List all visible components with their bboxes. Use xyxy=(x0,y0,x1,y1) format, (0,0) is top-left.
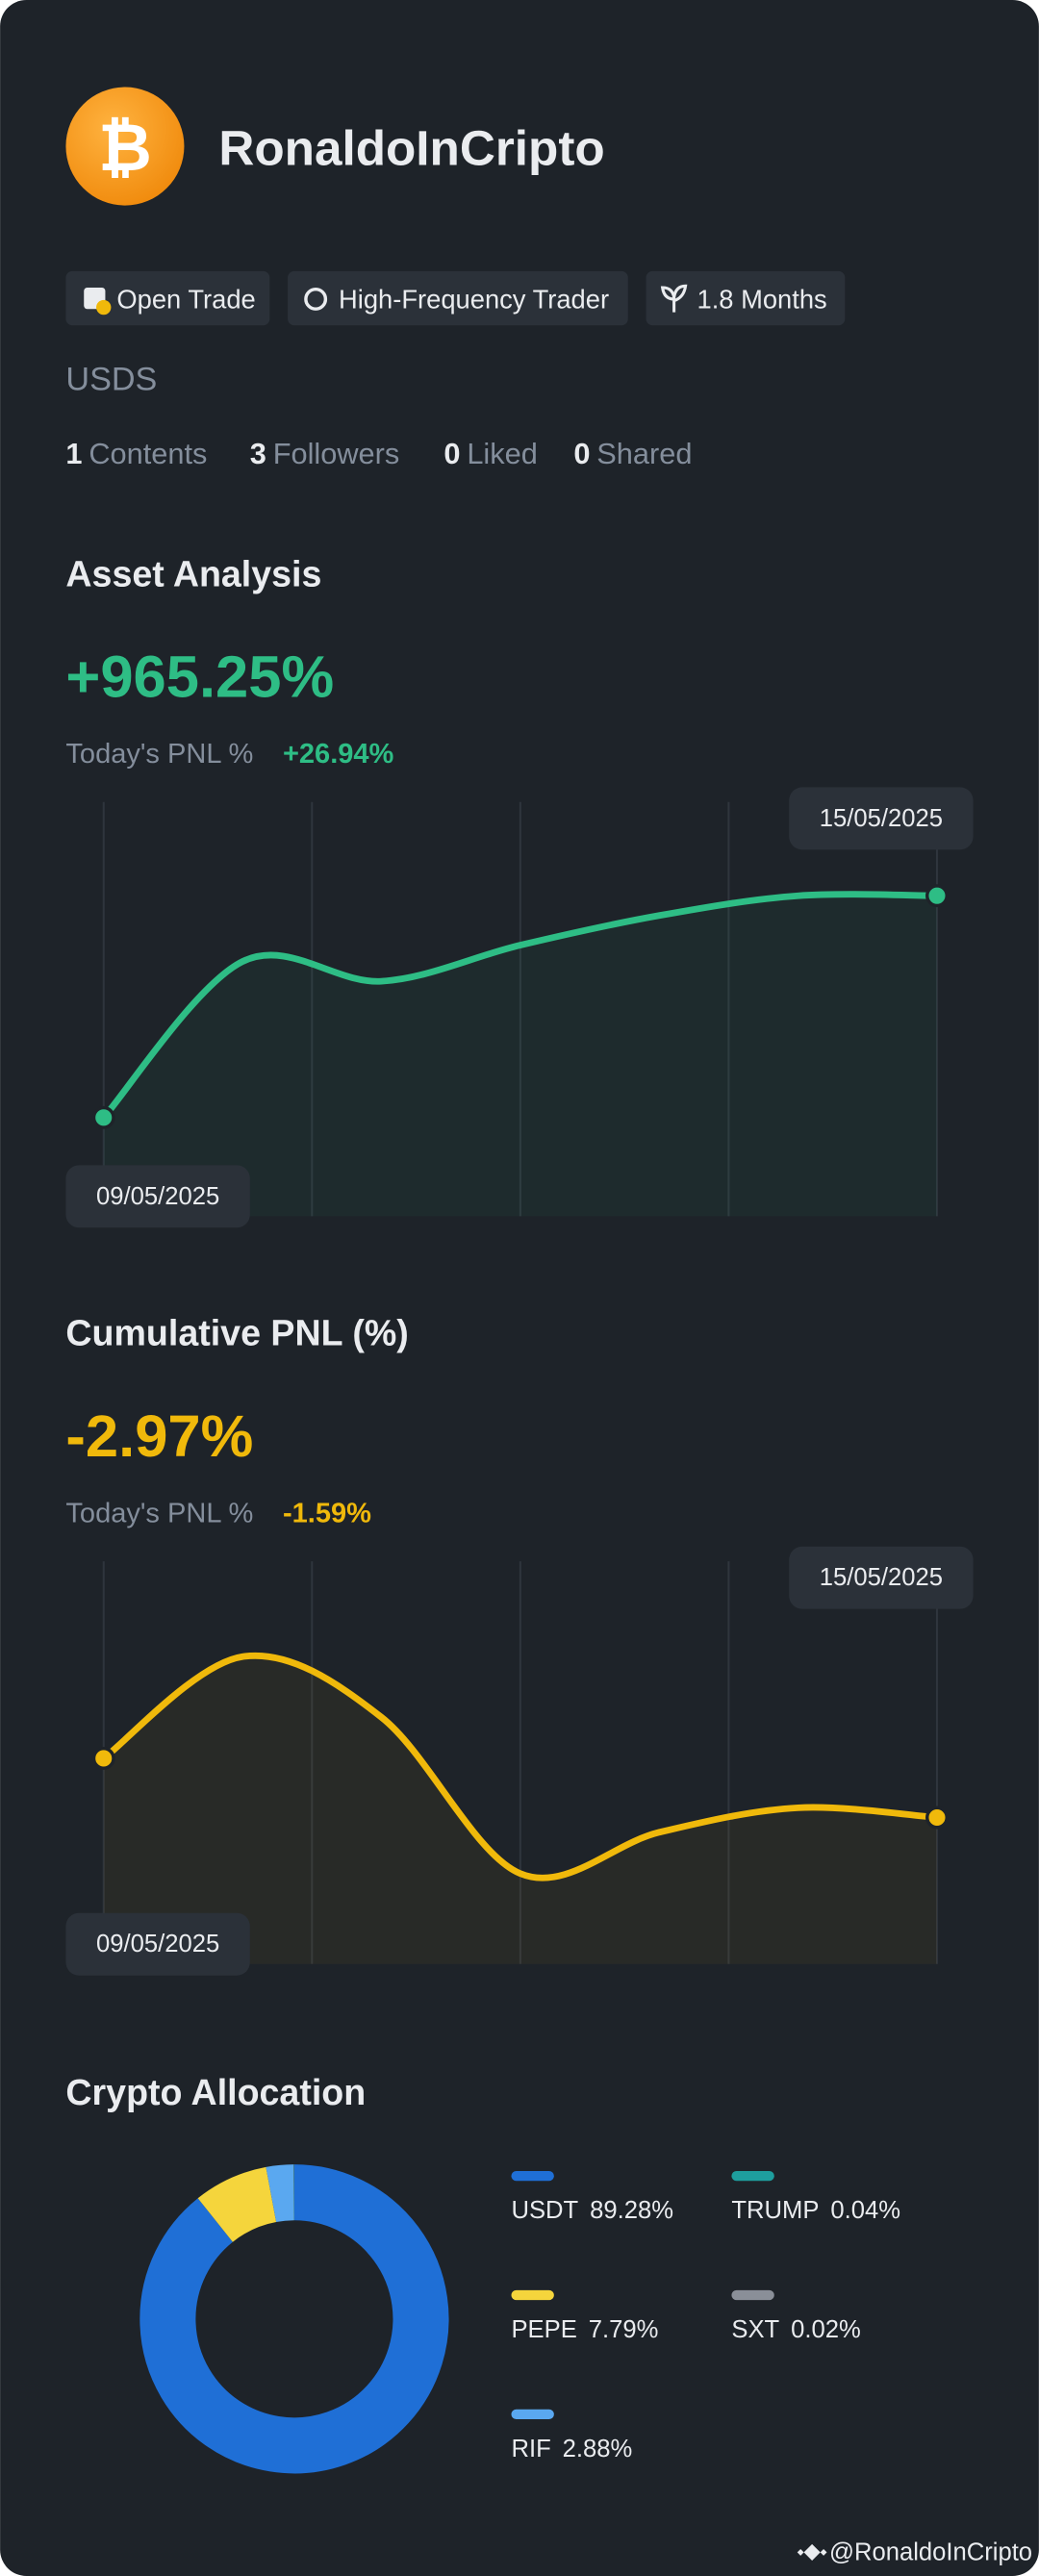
legend-name: SXT xyxy=(731,2316,779,2343)
legend-entry: PEPE 7.79% xyxy=(511,2316,658,2343)
legend-value: 0.04% xyxy=(830,2197,900,2224)
footer-logo xyxy=(797,2543,827,2561)
endpoint-dot xyxy=(925,1806,949,1830)
stat-count: 0 xyxy=(573,437,590,470)
headline-value: +965.25% xyxy=(65,644,334,710)
stat-count: 1 xyxy=(65,437,82,470)
stat-label[interactable]: Followers xyxy=(273,437,400,470)
legend-value: 7.79% xyxy=(589,2316,659,2343)
date-label: 09/05/2025 xyxy=(96,1931,219,1957)
badge-icon xyxy=(660,284,688,313)
line-area xyxy=(103,894,937,1217)
legend-entry: SXT 0.02% xyxy=(731,2316,860,2343)
legend-name: RIF xyxy=(511,2436,550,2462)
legend-name: TRUMP xyxy=(731,2197,819,2224)
section-title: Crypto Allocation xyxy=(65,2072,366,2112)
today-pnl-value: -1.59% xyxy=(283,1499,371,1529)
legend-value: 0.02% xyxy=(791,2316,861,2343)
date-label: 15/05/2025 xyxy=(820,805,943,832)
section-title: Cumulative PNL (%) xyxy=(65,1313,408,1353)
date-label: 09/05/2025 xyxy=(96,1183,219,1210)
headline-value: -2.97% xyxy=(65,1403,253,1470)
today-pnl-value: +26.94% xyxy=(283,739,394,770)
legend-name: PEPE xyxy=(511,2316,576,2343)
today-pnl-label: Today's PNL % xyxy=(65,739,253,770)
legend-entry: TRUMP 0.04% xyxy=(731,2197,900,2224)
legend-value: 89.28% xyxy=(590,2197,673,2224)
date-tooltip xyxy=(789,1546,974,1609)
line xyxy=(100,1652,941,1881)
badge xyxy=(646,270,846,326)
legend-swatch xyxy=(511,2409,554,2420)
legend-name: USDT xyxy=(511,2197,578,2224)
legend-entry: RIF 2.88% xyxy=(511,2436,632,2462)
endpoint-dot xyxy=(91,1746,115,1770)
legend-value: 2.88% xyxy=(563,2436,633,2462)
stat-label[interactable]: Shared xyxy=(596,437,692,470)
badge xyxy=(65,270,270,326)
badge-label: Open Trade xyxy=(116,284,255,314)
badge-icon xyxy=(304,287,328,311)
quote-asset: USDS xyxy=(65,362,157,398)
stat-label[interactable]: Liked xyxy=(467,437,538,470)
badge-label: High-Frequency Trader xyxy=(339,284,609,314)
stat-count: 0 xyxy=(443,437,460,470)
line xyxy=(100,891,941,1122)
legend-swatch xyxy=(731,2171,774,2182)
section-title: Asset Analysis xyxy=(65,553,321,593)
line-area xyxy=(103,1655,937,1964)
date-label: 15/05/2025 xyxy=(820,1564,943,1591)
donut-segment xyxy=(139,2164,449,2474)
today-pnl-label: Today's PNL % xyxy=(65,1499,253,1529)
donut-segment xyxy=(197,2166,278,2243)
stat-label[interactable]: Contents xyxy=(89,437,207,470)
stat-count: 3 xyxy=(250,437,266,470)
avatar-glyph: ₿ xyxy=(98,112,152,185)
legend-swatch xyxy=(731,2289,774,2301)
user-name[interactable]: RonaldoInCripto xyxy=(218,120,604,175)
endpoint-dot xyxy=(925,884,949,908)
endpoint-dot xyxy=(91,1105,115,1129)
avatar[interactable] xyxy=(65,87,185,206)
legend-swatch xyxy=(511,2171,554,2182)
date-tooltip xyxy=(65,1165,250,1228)
date-tooltip xyxy=(65,1912,250,1976)
badge-label: 1.8 Months xyxy=(697,284,827,314)
legend-entry: USDT 89.28% xyxy=(511,2197,673,2224)
date-tooltip xyxy=(789,787,974,850)
badge-icon xyxy=(96,299,112,316)
donut-segment xyxy=(266,2164,295,2223)
legend-swatch xyxy=(511,2289,554,2301)
badge xyxy=(288,270,628,326)
footer-handle: @RonaldoInCripto xyxy=(829,2538,1032,2565)
